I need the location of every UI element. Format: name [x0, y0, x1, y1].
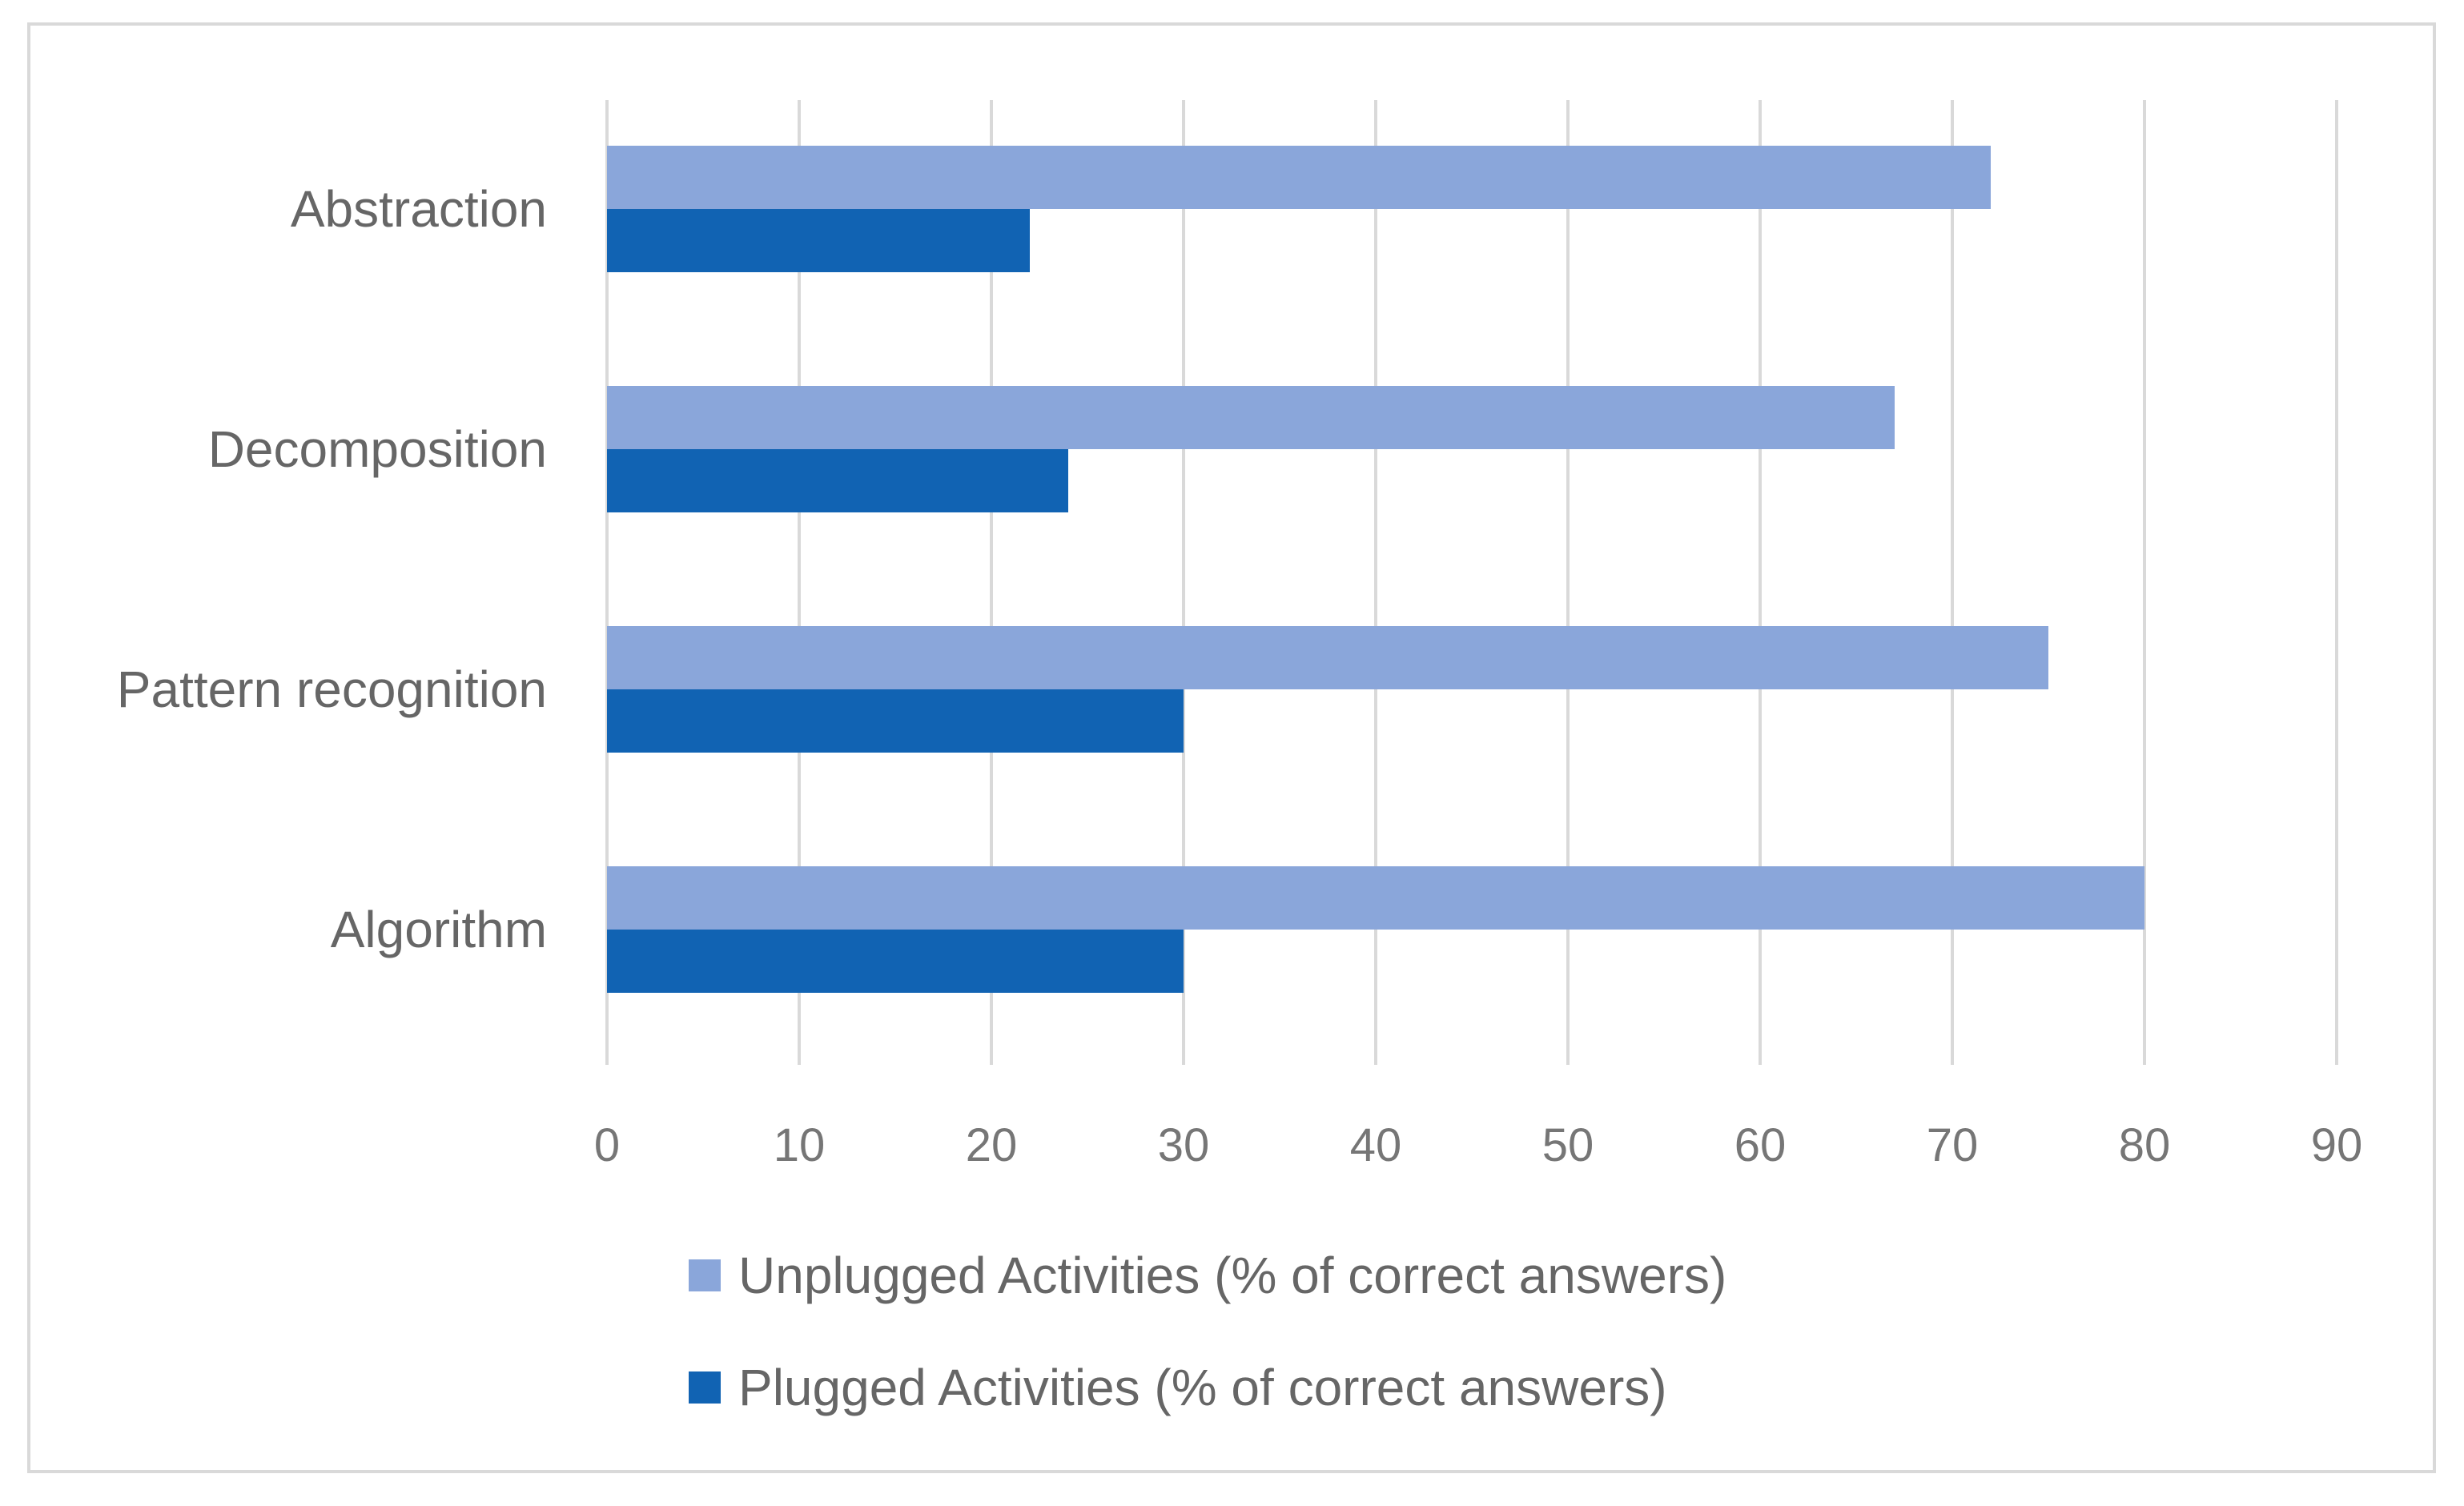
- legend-swatch-plugged: [689, 1371, 721, 1404]
- x-tick-label-90: 90: [2311, 1119, 2363, 1171]
- x-axis-tick-labels: 0 10 20 30 40 50 60 70 80 90: [594, 1119, 2362, 1171]
- x-tick-label-30: 30: [1158, 1119, 1210, 1171]
- bar-plugged-decomposition: [607, 449, 1068, 512]
- bar-plugged-abstraction: [607, 209, 1030, 272]
- bar-plugged-algorithm: [607, 930, 1184, 993]
- bar-unplugged-decomposition: [607, 386, 1895, 449]
- x-tick-label-20: 20: [966, 1119, 1018, 1171]
- category-labels: Abstraction Decomposition Pattern recognit…: [117, 180, 547, 958]
- x-tick-label-0: 0: [594, 1119, 620, 1171]
- x-tick-label-60: 60: [1734, 1119, 1787, 1171]
- legend-label-unplugged: Unplugged Activities (% of correct answe…: [738, 1247, 1726, 1304]
- category-label-algorithm: Algorithm: [331, 901, 547, 958]
- x-tick-label-40: 40: [1350, 1119, 1402, 1171]
- bar-unplugged-algorithm: [607, 866, 2144, 930]
- chart-frame: [27, 22, 2436, 1473]
- category-label-abstraction: Abstraction: [291, 180, 547, 238]
- bar-unplugged-pattern-recognition: [607, 626, 2048, 689]
- bar-unplugged-abstraction: [607, 146, 1991, 209]
- legend-swatch-unplugged: [689, 1259, 721, 1291]
- bars: [607, 146, 2144, 993]
- category-label-pattern-recognition: Pattern recognition: [117, 661, 547, 718]
- legend: Unplugged Activities (% of correct answe…: [689, 1247, 1726, 1416]
- x-tick-label-80: 80: [2119, 1119, 2171, 1171]
- x-tick-label-10: 10: [774, 1119, 826, 1171]
- category-label-decomposition: Decomposition: [208, 420, 547, 478]
- bar-plugged-pattern-recognition: [607, 689, 1184, 753]
- x-tick-label-70: 70: [1927, 1119, 1979, 1171]
- legend-label-plugged: Plugged Activities (% of correct answers…: [738, 1359, 1667, 1416]
- x-tick-label-50: 50: [1542, 1119, 1594, 1171]
